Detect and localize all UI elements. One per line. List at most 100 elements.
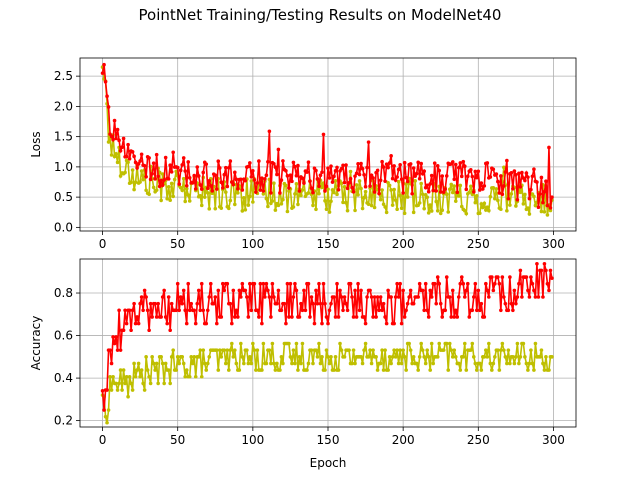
data-point <box>496 179 500 184</box>
data-point <box>148 177 153 182</box>
data-point <box>275 172 279 177</box>
data-point <box>508 275 512 279</box>
data-point <box>321 281 326 286</box>
data-point <box>471 295 476 299</box>
data-point <box>476 169 481 174</box>
data-point <box>535 180 539 184</box>
data-point <box>479 301 484 306</box>
data-point <box>335 192 339 197</box>
data-point <box>429 173 434 178</box>
data-point <box>278 191 282 195</box>
data-point <box>478 211 482 216</box>
data-point <box>494 172 499 176</box>
data-point <box>184 186 189 191</box>
data-point <box>205 308 210 313</box>
data-point <box>333 169 338 173</box>
data-point <box>214 321 219 326</box>
data-point <box>368 348 372 352</box>
data-point <box>488 175 493 179</box>
data-point <box>378 197 383 202</box>
data-point <box>242 361 246 366</box>
data-point <box>245 295 249 299</box>
data-point <box>468 184 473 189</box>
data-point <box>369 361 374 366</box>
data-point <box>246 315 251 319</box>
data-point <box>360 361 365 366</box>
data-point <box>464 288 469 293</box>
data-point <box>399 321 404 326</box>
data-point <box>539 209 544 214</box>
data-point <box>178 295 183 299</box>
data-point <box>541 361 545 366</box>
data-point <box>219 180 224 185</box>
data-point <box>506 196 511 201</box>
data-point <box>261 189 266 193</box>
data-point <box>213 295 218 299</box>
data-point <box>479 368 484 372</box>
data-point <box>121 136 126 141</box>
data-point <box>148 381 153 386</box>
data-point <box>159 315 163 319</box>
data-point <box>434 301 439 306</box>
data-point <box>306 361 311 366</box>
subplot-1: 0 50 100 150 200 250 300 0.0 0.5 1.0 1.5 2.0 2.5 Loss <box>29 57 577 251</box>
data-point <box>422 169 426 174</box>
data-point <box>347 180 351 185</box>
data-point <box>220 281 225 286</box>
data-point <box>248 161 252 165</box>
data-point <box>275 301 279 306</box>
data-point <box>426 211 431 215</box>
data-point <box>240 281 245 286</box>
data-point <box>160 172 165 176</box>
data-point <box>315 355 320 359</box>
data-point <box>523 178 527 183</box>
data-point <box>109 361 114 366</box>
data-point <box>172 177 177 182</box>
data-point <box>115 388 120 392</box>
data-point <box>102 62 106 67</box>
data-point <box>324 207 329 212</box>
data-point <box>133 160 138 165</box>
data-point <box>326 355 330 359</box>
data-point <box>242 195 246 200</box>
data-point <box>326 166 330 170</box>
data-point <box>192 173 197 178</box>
data-point <box>398 281 402 286</box>
data-point <box>365 295 369 299</box>
data-point <box>432 281 437 286</box>
data-point <box>392 187 396 192</box>
data-point <box>345 208 350 213</box>
data-point <box>204 162 209 166</box>
data-point <box>190 361 195 366</box>
data-point <box>109 134 114 139</box>
data-point <box>441 348 446 352</box>
x-tick-label: 100 <box>241 237 264 251</box>
data-point <box>144 295 148 299</box>
data-point <box>254 190 258 194</box>
data-point <box>260 368 264 372</box>
data-point <box>267 348 272 352</box>
data-point <box>273 208 278 212</box>
data-point <box>308 315 312 319</box>
data-point <box>419 181 423 186</box>
data-point <box>178 185 183 190</box>
data-point <box>491 361 496 366</box>
data-point <box>505 361 509 366</box>
data-point <box>536 205 541 209</box>
data-point <box>189 355 194 359</box>
y-tick-label: 0.6 <box>54 329 73 343</box>
data-point <box>251 341 255 346</box>
data-point <box>299 361 303 366</box>
data-point <box>429 209 434 213</box>
data-point <box>524 361 529 366</box>
data-point <box>347 348 351 352</box>
data-point <box>193 374 198 379</box>
data-point <box>499 348 503 352</box>
data-point <box>438 211 443 216</box>
subplot-2: 0 50 100 150 200 250 300 0.2 0.4 0.6 0.8 Accuracy Ep… <box>29 258 577 470</box>
data-point <box>521 202 526 206</box>
data-point <box>181 156 186 160</box>
data-point <box>458 281 463 286</box>
series-train-loss <box>100 65 554 217</box>
